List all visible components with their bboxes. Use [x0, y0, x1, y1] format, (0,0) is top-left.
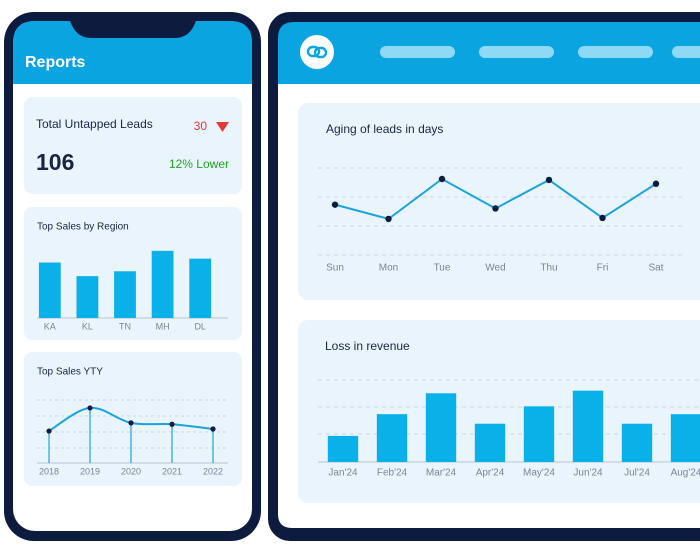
bar [425, 393, 457, 462]
kpi-note: 12% Lower [169, 157, 229, 171]
point [46, 428, 52, 434]
x-tick-label: TN [119, 321, 131, 331]
chart-title: Loss in revenue [325, 339, 410, 353]
point [210, 426, 216, 432]
x-tick-label: Feb'24 [377, 468, 408, 479]
phone-title: Reports [25, 54, 86, 71]
x-tick-label: DL [194, 321, 206, 331]
kpi-change: 30 [194, 119, 208, 133]
bar [523, 406, 555, 462]
x-tick-label: Sat [648, 263, 663, 274]
x-tick-label: 2018 [39, 466, 59, 476]
logo-icon [306, 45, 328, 59]
nav-pills [380, 46, 700, 58]
x-tick-label: Mar'24 [426, 468, 457, 479]
point [599, 214, 606, 222]
kpi-label: Total Untapped Leads [36, 117, 153, 131]
x-tick-label: KL [82, 321, 93, 331]
x-tick-label: Aug'24 [671, 468, 700, 479]
bar [38, 262, 61, 318]
bar [151, 250, 174, 318]
point [385, 215, 392, 223]
x-tick-label: Fri [597, 263, 609, 274]
point [169, 421, 175, 427]
x-tick-label: MH [156, 321, 170, 331]
chart-card [298, 103, 700, 300]
chart-title: Top Sales by Region [37, 222, 129, 233]
x-tick-label: Sun [326, 263, 344, 274]
bar [327, 435, 359, 462]
chart-title: Top Sales YTY [37, 367, 103, 378]
x-tick-label: Wed [485, 263, 505, 274]
x-tick-label: Jul'24 [624, 468, 650, 479]
bar [621, 423, 653, 462]
grid [37, 399, 228, 449]
x-tick-label: 2019 [80, 466, 100, 476]
x-tick-label: Tue [434, 263, 451, 274]
x-tick-label: 2021 [162, 466, 182, 476]
point [438, 175, 446, 183]
kpi-value: 106 [36, 149, 74, 175]
down-arrow [216, 122, 229, 132]
point [652, 180, 660, 187]
point [87, 405, 93, 411]
phone-header [13, 21, 252, 84]
x-tick-label: Jan'24 [328, 468, 358, 479]
chart-card [24, 352, 242, 486]
logo [300, 35, 334, 69]
chart-title: Aging of leads in days [326, 122, 443, 136]
point [492, 205, 499, 212]
bar [572, 390, 604, 462]
x-tick-label: 2020 [121, 466, 141, 476]
bar [670, 414, 700, 462]
point [128, 420, 134, 426]
bar [76, 276, 99, 318]
x-tick-label: 2022 [203, 466, 223, 476]
point [331, 201, 339, 208]
bar [376, 414, 408, 462]
bar [189, 258, 212, 318]
phone-notch [70, 21, 196, 38]
x-tick-label: Jun'24 [573, 468, 603, 479]
x-tick-label: Mon [379, 263, 398, 274]
x-tick-label: May'24 [523, 468, 555, 479]
x-tick-label: Thu [540, 263, 557, 274]
point [545, 176, 553, 184]
bar [114, 271, 136, 318]
x-tick-label: KA [44, 321, 56, 331]
x-tick-label: Apr'24 [476, 468, 505, 479]
bar [474, 423, 506, 462]
kpi-card [24, 97, 242, 194]
